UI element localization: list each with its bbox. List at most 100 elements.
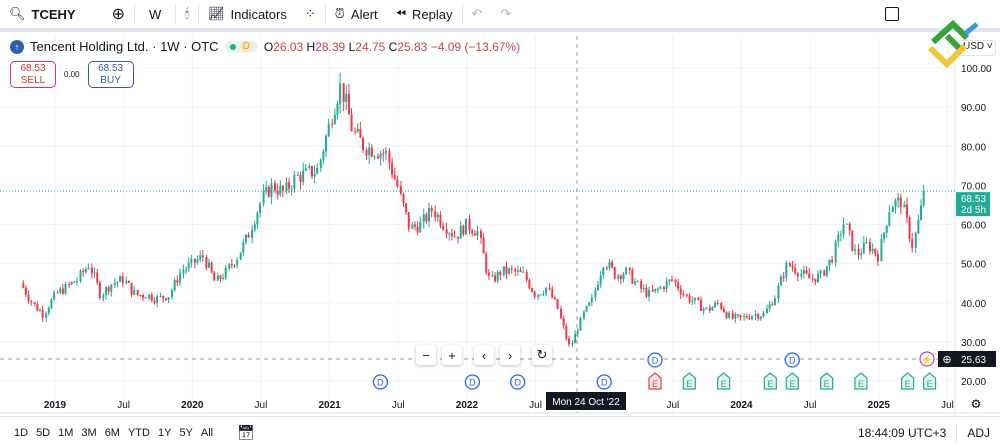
range-6m[interactable]: 6M <box>104 426 120 439</box>
chart-type-button[interactable]: 🕯︎ <box>176 0 198 28</box>
candle-body <box>542 293 545 295</box>
candle-body <box>148 294 151 299</box>
tencent-logo-icon: ↑ <box>10 39 24 54</box>
candle-body <box>582 311 585 318</box>
candle-body <box>922 191 925 206</box>
candle-body <box>136 290 139 295</box>
candle-body <box>247 234 250 238</box>
zoom-in-button[interactable]: + <box>442 345 462 365</box>
dividend-icon[interactable]: D <box>784 352 800 368</box>
sell-button[interactable]: 68.53 SELL <box>10 61 56 88</box>
scroll-right-button[interactable]: › <box>500 345 520 365</box>
candle-body <box>705 307 708 309</box>
fullscreen-button[interactable] <box>876 0 908 28</box>
candle-body <box>785 262 788 278</box>
templates-button[interactable]: ⁘ <box>296 0 325 28</box>
candle-body <box>407 212 410 229</box>
candle-body <box>853 249 856 251</box>
earnings-icon[interactable]: E <box>763 372 777 390</box>
undo-button[interactable]: ↶ <box>471 6 483 21</box>
range-1d[interactable]: 1D <box>14 426 29 439</box>
scroll-left-button[interactable]: ‹ <box>474 345 494 365</box>
redo-button[interactable]: ↷ <box>500 6 512 21</box>
range-5d[interactable]: 5D <box>36 426 51 439</box>
range-3m[interactable]: 3M <box>81 426 97 439</box>
candle-body <box>693 297 696 301</box>
candle-body <box>368 147 371 156</box>
candle-body <box>759 316 762 319</box>
earnings-icon[interactable]: E <box>717 372 731 390</box>
earnings-icon[interactable]: E <box>854 372 868 390</box>
buy-button[interactable]: 68.53 BUY <box>87 61 134 88</box>
candle-body <box>908 217 911 239</box>
earnings-marker <box>923 372 937 390</box>
candle-body <box>848 223 851 231</box>
price-chart[interactable]: 100.00 90.00 80.00 70.00 60.00 50.00 40.00 30.0… <box>0 36 1000 416</box>
candle-body <box>185 268 188 271</box>
candle-body <box>656 288 659 290</box>
candle-body <box>562 318 565 326</box>
symbol-title[interactable]: Tencent Holding Ltd. · 1W · OTC <box>30 39 219 54</box>
earnings-icon[interactable]: E <box>682 372 696 390</box>
candle-body <box>373 156 376 158</box>
dividend-icon[interactable]: D <box>647 352 663 368</box>
candle-body <box>230 264 233 266</box>
reset-chart-button[interactable]: ↻ <box>532 345 552 365</box>
candle-body <box>522 271 525 273</box>
dividend-icon[interactable]: D <box>596 374 612 390</box>
candle-body <box>514 269 517 272</box>
candle-body <box>253 224 256 231</box>
candle-body <box>556 299 559 309</box>
dividend-icon[interactable]: D <box>372 374 389 390</box>
candle-body <box>347 94 350 115</box>
candle-body <box>645 287 648 297</box>
candle-body <box>494 275 497 282</box>
interval-button[interactable]: W <box>148 6 162 22</box>
clock[interactable]: 18:44:09 UTC+3 <box>857 425 947 440</box>
range-1m[interactable]: 1M <box>58 426 74 439</box>
brand-logo <box>927 19 979 68</box>
earnings-icon[interactable]: E <box>648 372 662 390</box>
zoom-out-button[interactable]: − <box>416 345 436 365</box>
market-status[interactable]: D <box>224 41 258 52</box>
earnings-icon[interactable]: E <box>820 372 834 390</box>
earnings-marker <box>717 372 731 390</box>
range-1y[interactable]: 1Y <box>157 426 172 439</box>
range-all[interactable]: All <box>200 426 214 439</box>
alert-button[interactable]: ⏰︎ Alert <box>326 0 387 28</box>
dividend-icon[interactable]: D <box>464 374 481 390</box>
range-ytd[interactable]: YTD <box>127 426 150 439</box>
candle-body <box>571 343 574 345</box>
adjust-button[interactable]: ADJ <box>967 425 990 440</box>
candle-body <box>384 150 387 154</box>
date-range-icon[interactable]: 📅︎ <box>237 424 255 440</box>
candle-body <box>817 273 820 283</box>
candle-body <box>757 314 760 319</box>
candle-body <box>270 183 273 197</box>
candle-body <box>897 197 900 201</box>
earnings-icon[interactable]: E <box>901 372 915 390</box>
candle-body <box>891 207 894 213</box>
candle-body <box>720 302 723 309</box>
candle-body <box>754 314 757 317</box>
candle-body <box>611 262 614 268</box>
chart-nav-controls: − + ‹ › ↻ <box>416 345 552 365</box>
candle-body <box>648 289 651 297</box>
candle-body <box>116 281 119 283</box>
earnings-icon[interactable]: E <box>785 372 799 390</box>
dividend-icon[interactable]: D <box>510 374 526 390</box>
compare-button[interactable]: ⊕ <box>103 0 134 28</box>
earnings-icon[interactable]: E <box>923 372 937 390</box>
divider <box>956 423 958 442</box>
candle-body <box>905 204 908 218</box>
candle-body <box>450 233 453 237</box>
candle-body <box>685 294 688 296</box>
range-5y[interactable]: 5Y <box>179 426 193 439</box>
symbol-search[interactable]: 🔍︎ TCEHY <box>0 0 85 28</box>
candle-body <box>899 197 902 208</box>
replay-button[interactable]: ⏪︎ Replay <box>387 0 462 28</box>
indicators-button[interactable]: 📈︎ Indicators <box>199 0 296 28</box>
candle-body <box>842 224 845 235</box>
candle-body <box>745 315 748 318</box>
candle-body <box>178 273 181 283</box>
